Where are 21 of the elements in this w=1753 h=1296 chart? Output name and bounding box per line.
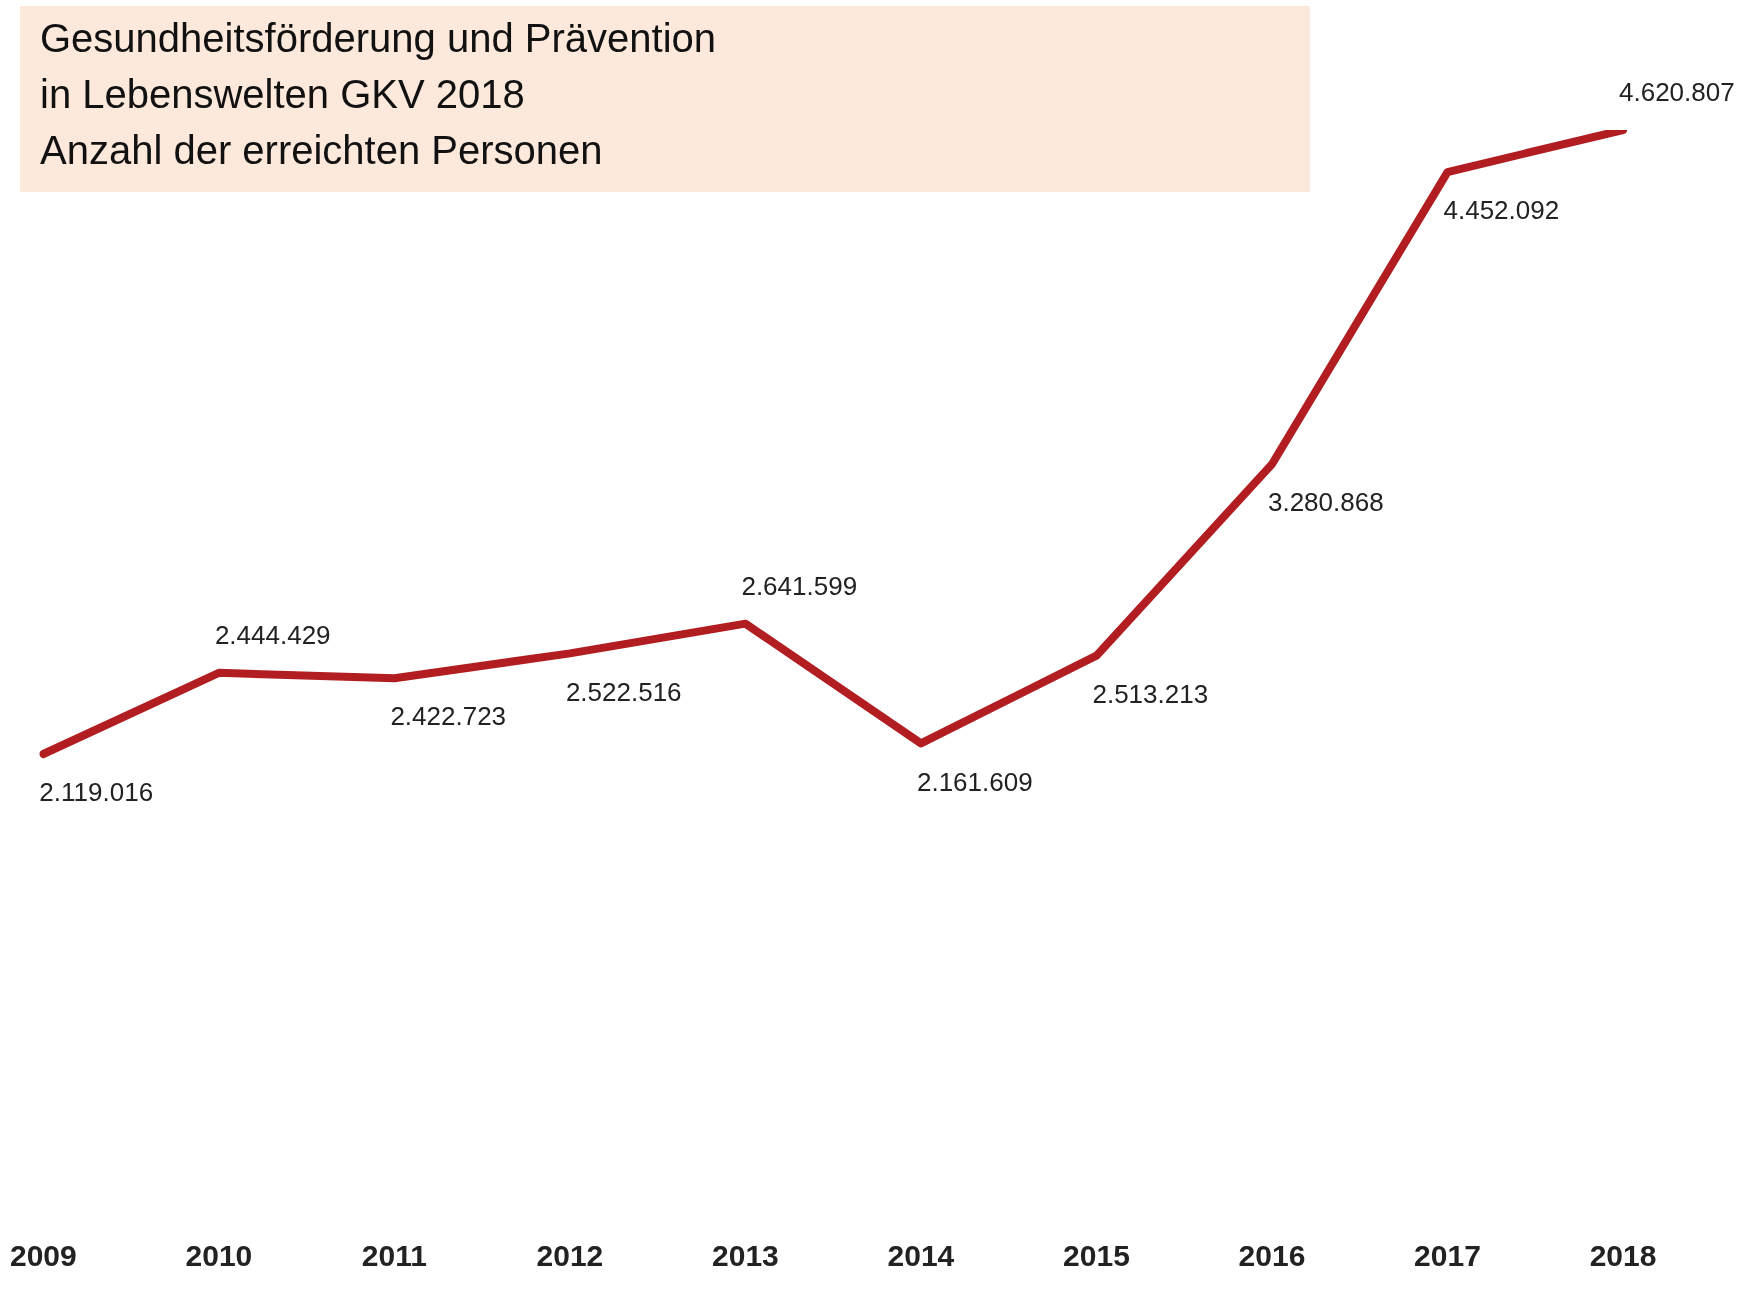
- x-tick-label: 2014: [887, 1239, 955, 1273]
- x-tick-label: 2009: [9, 1239, 77, 1273]
- data-label: 4.620.807: [1619, 77, 1735, 108]
- x-tick-label: 2018: [1589, 1239, 1657, 1273]
- title-panel: Gesundheitsförderung und Prävention in Lebenswelten GKV 2018 Anzahl der erreichten Personen: [20, 6, 1310, 192]
- x-tick-label: 2016: [1238, 1239, 1306, 1273]
- x-tick-label: 2010: [185, 1239, 253, 1273]
- data-label: 2.119.016: [39, 777, 154, 808]
- x-tick-label: 2011: [361, 1239, 427, 1273]
- data-label: 2.513.213: [1092, 678, 1209, 709]
- x-tick-label: 2017: [1414, 1239, 1481, 1273]
- x-tick-label: 2012: [536, 1239, 604, 1273]
- data-label: 3.280.868: [1267, 487, 1384, 518]
- x-tick-label: 2015: [1063, 1239, 1130, 1273]
- data-label: 2.422.723: [390, 701, 507, 732]
- data-label: 2.444.429: [214, 620, 331, 651]
- data-label: 2.522.516: [565, 676, 682, 707]
- data-label: 2.161.609: [916, 766, 1033, 797]
- x-tick-label: 2013: [712, 1239, 779, 1273]
- data-label: 4.452.092: [1443, 195, 1560, 226]
- data-label: 2.641.599: [741, 570, 858, 601]
